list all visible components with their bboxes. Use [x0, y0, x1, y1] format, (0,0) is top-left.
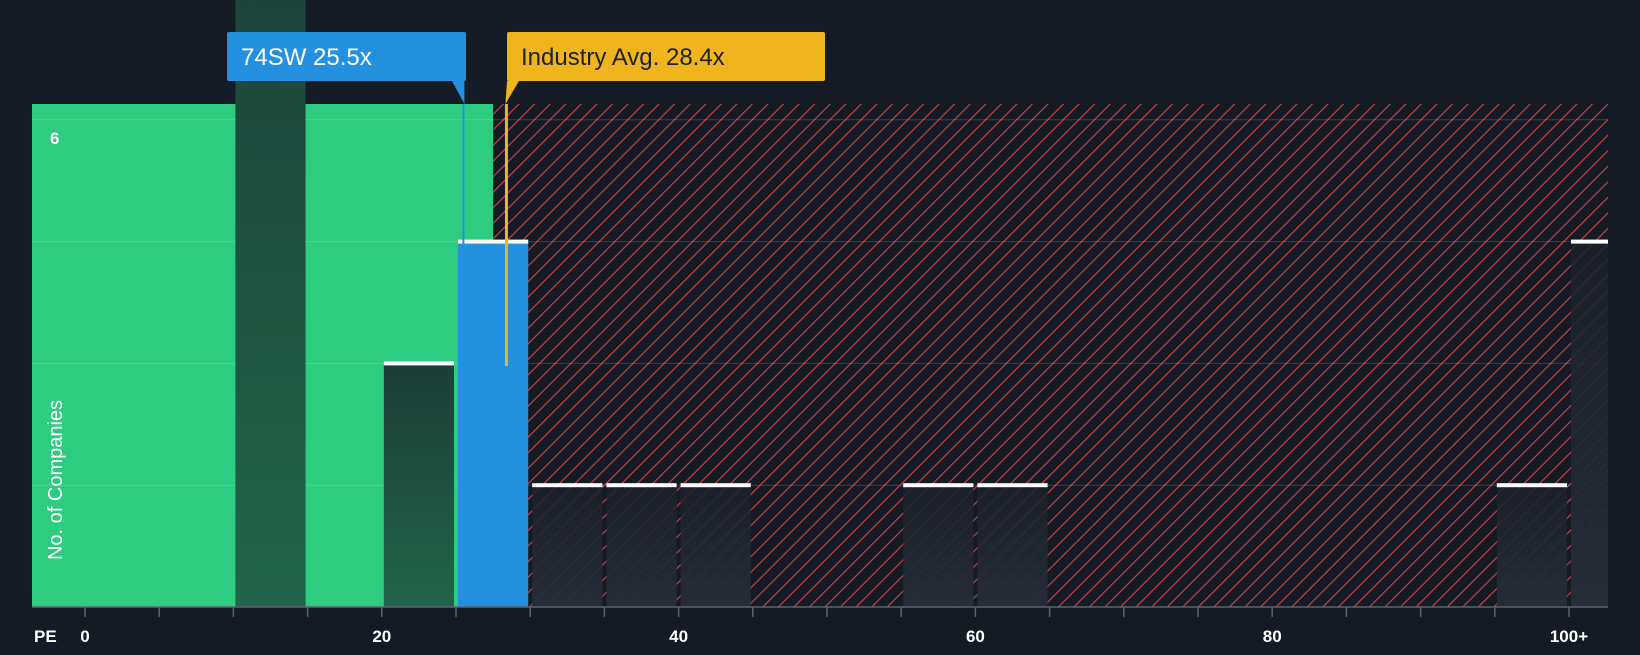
bar-cap	[458, 239, 529, 244]
histogram-bar	[977, 485, 1048, 607]
industry-avg-marker-label: Industry Avg. 28.4x	[521, 44, 725, 71]
bar-cap	[977, 483, 1048, 488]
x-tick-label: 80	[1263, 627, 1282, 646]
bar-cap	[680, 483, 751, 488]
industry-avg-marker-pointer	[505, 81, 519, 104]
histogram-bar	[383, 363, 454, 607]
histogram-bar	[1571, 241, 1608, 607]
axis-layer: 0 20 40 60 80 100+	[32, 606, 1608, 646]
company-pe-marker-tag	[227, 32, 466, 81]
x-axis-label: PE	[34, 627, 57, 646]
bars-layer	[235, 0, 1608, 607]
x-tick-label: 0	[80, 627, 89, 646]
highlight-bar	[458, 241, 529, 607]
histogram-bar	[1496, 485, 1567, 607]
x-tick-label: 40	[669, 627, 688, 646]
bar-cap	[383, 361, 454, 366]
industry-avg-marker-tag	[507, 32, 825, 81]
bar-cap	[903, 483, 974, 488]
histogram-bar	[606, 485, 677, 607]
marker-layer: 74SW 25.5x Industry Avg. 28.4x	[227, 32, 825, 607]
y-axis-label: No. of Companies	[45, 400, 67, 560]
x-tick-label: 60	[966, 627, 985, 646]
x-tick-label: 20	[372, 627, 391, 646]
histogram-bar	[532, 485, 603, 607]
overvalued-zone	[493, 104, 1609, 607]
histogram-bar	[680, 485, 751, 607]
bar-cap	[606, 483, 677, 488]
y-tick-label: 6	[50, 129, 59, 148]
histogram-bar	[903, 485, 974, 607]
company-pe-marker-label: 74SW 25.5x	[241, 44, 372, 71]
company-pe-marker-pointer	[452, 81, 465, 104]
bar-cap	[1496, 483, 1567, 488]
bar-cap	[532, 483, 603, 488]
histogram-bar	[235, 0, 306, 607]
bar-cap	[1571, 239, 1608, 244]
x-tick-label: 100+	[1550, 627, 1588, 646]
